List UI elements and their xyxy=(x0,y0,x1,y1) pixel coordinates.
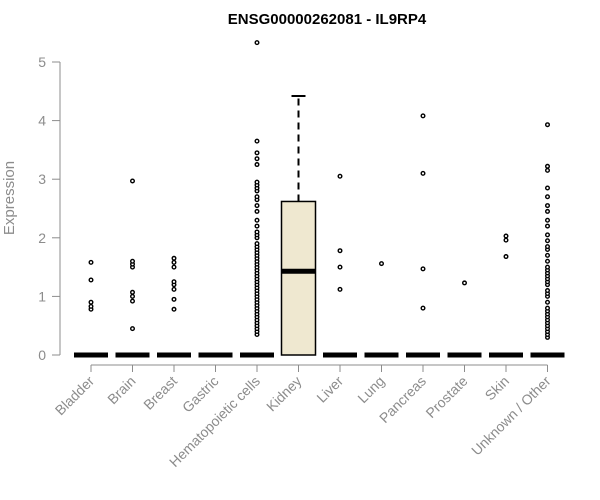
category-label: Unknown / Other xyxy=(468,373,554,459)
outlier-point xyxy=(254,179,260,185)
outlier-point xyxy=(545,305,551,311)
outlier-point xyxy=(129,298,135,304)
outlier-point xyxy=(254,203,260,209)
category-label: Prostate xyxy=(422,373,470,421)
outlier-point xyxy=(420,113,426,119)
outlier-point xyxy=(129,326,135,332)
outlier-point xyxy=(254,162,260,168)
outlier-point xyxy=(254,40,260,46)
outlier-point xyxy=(545,288,551,294)
outlier-point xyxy=(254,194,260,200)
box-kidney xyxy=(280,94,317,356)
outlier-point xyxy=(420,170,426,176)
outlier-point xyxy=(462,280,468,286)
box-liver xyxy=(323,173,357,358)
outlier-point xyxy=(337,248,343,254)
outlier-point xyxy=(337,173,343,179)
box-unknown-other xyxy=(530,122,565,358)
outlier-point xyxy=(88,277,94,283)
outlier-point xyxy=(545,238,551,244)
outlier-point xyxy=(171,296,177,302)
box-skin xyxy=(489,233,523,358)
plot-area xyxy=(74,40,565,358)
outlier-point xyxy=(129,289,135,295)
outlier-point xyxy=(545,203,551,209)
outlier-point xyxy=(337,286,343,292)
y-tick-label: 0 xyxy=(38,347,46,363)
y-tick-label: 3 xyxy=(38,171,46,187)
outlier-point xyxy=(171,255,177,261)
outlier-point xyxy=(503,233,509,239)
category-label: Bladder xyxy=(52,373,98,419)
outlier-point xyxy=(254,156,260,162)
y-axis-label: Expression xyxy=(1,161,18,235)
outlier-point xyxy=(545,217,551,223)
outlier-point xyxy=(254,138,260,144)
category-label: Breast xyxy=(140,373,180,413)
box-lung xyxy=(364,261,399,358)
outlier-point xyxy=(254,229,260,235)
category-label: Liver xyxy=(313,373,346,406)
box-bladder xyxy=(74,259,108,358)
chart-title: ENSG00000262081 - IL9RP4 xyxy=(228,11,427,28)
outlier-point xyxy=(545,194,551,200)
category-label: Kidney xyxy=(263,373,305,415)
outlier-point xyxy=(545,122,551,128)
outlier-point xyxy=(420,305,426,311)
outlier-point xyxy=(545,167,551,173)
outlier-point xyxy=(503,237,509,243)
category-label: Lung xyxy=(354,373,387,406)
box-body xyxy=(280,200,317,356)
y-tick-label: 1 xyxy=(38,288,46,304)
outlier-point xyxy=(171,264,177,270)
outlier-point xyxy=(88,259,94,265)
outlier-point xyxy=(254,217,260,223)
outlier-point xyxy=(171,306,177,312)
outlier-point xyxy=(171,279,177,285)
outlier-point xyxy=(379,261,385,267)
category-label: Skin xyxy=(482,373,513,404)
y-tick-label: 4 xyxy=(38,113,46,129)
outlier-point xyxy=(545,244,551,250)
box-breast xyxy=(157,255,191,358)
outlier-point xyxy=(545,252,551,258)
box-pancreas xyxy=(406,113,440,358)
outlier-point xyxy=(545,223,551,229)
outlier-point xyxy=(545,163,551,169)
outlier-point xyxy=(129,178,135,184)
outlier-point xyxy=(545,232,551,238)
outlier-point xyxy=(88,299,94,305)
y-tick-label: 2 xyxy=(38,230,46,246)
box-hematopoietic-cells xyxy=(240,40,274,358)
outlier-point xyxy=(545,299,551,305)
outlier-point xyxy=(545,264,551,270)
outlier-point xyxy=(545,208,551,214)
outlier-point xyxy=(129,293,135,299)
outlier-point xyxy=(88,303,94,309)
y-tick-label: 5 xyxy=(38,54,46,70)
outlier-point xyxy=(171,286,177,292)
outlier-point xyxy=(129,258,135,264)
outlier-point xyxy=(254,208,260,214)
outlier-point xyxy=(545,258,551,264)
category-label: Brain xyxy=(104,373,138,407)
outlier-point xyxy=(420,266,426,272)
box-brain xyxy=(115,178,150,358)
outlier-point xyxy=(254,241,260,247)
outlier-point xyxy=(337,264,343,270)
outlier-point xyxy=(545,185,551,191)
outlier-point xyxy=(171,259,177,265)
outlier-point xyxy=(254,223,260,229)
box-prostate xyxy=(447,280,482,358)
outlier-point xyxy=(503,254,509,260)
outlier-point xyxy=(254,150,260,156)
